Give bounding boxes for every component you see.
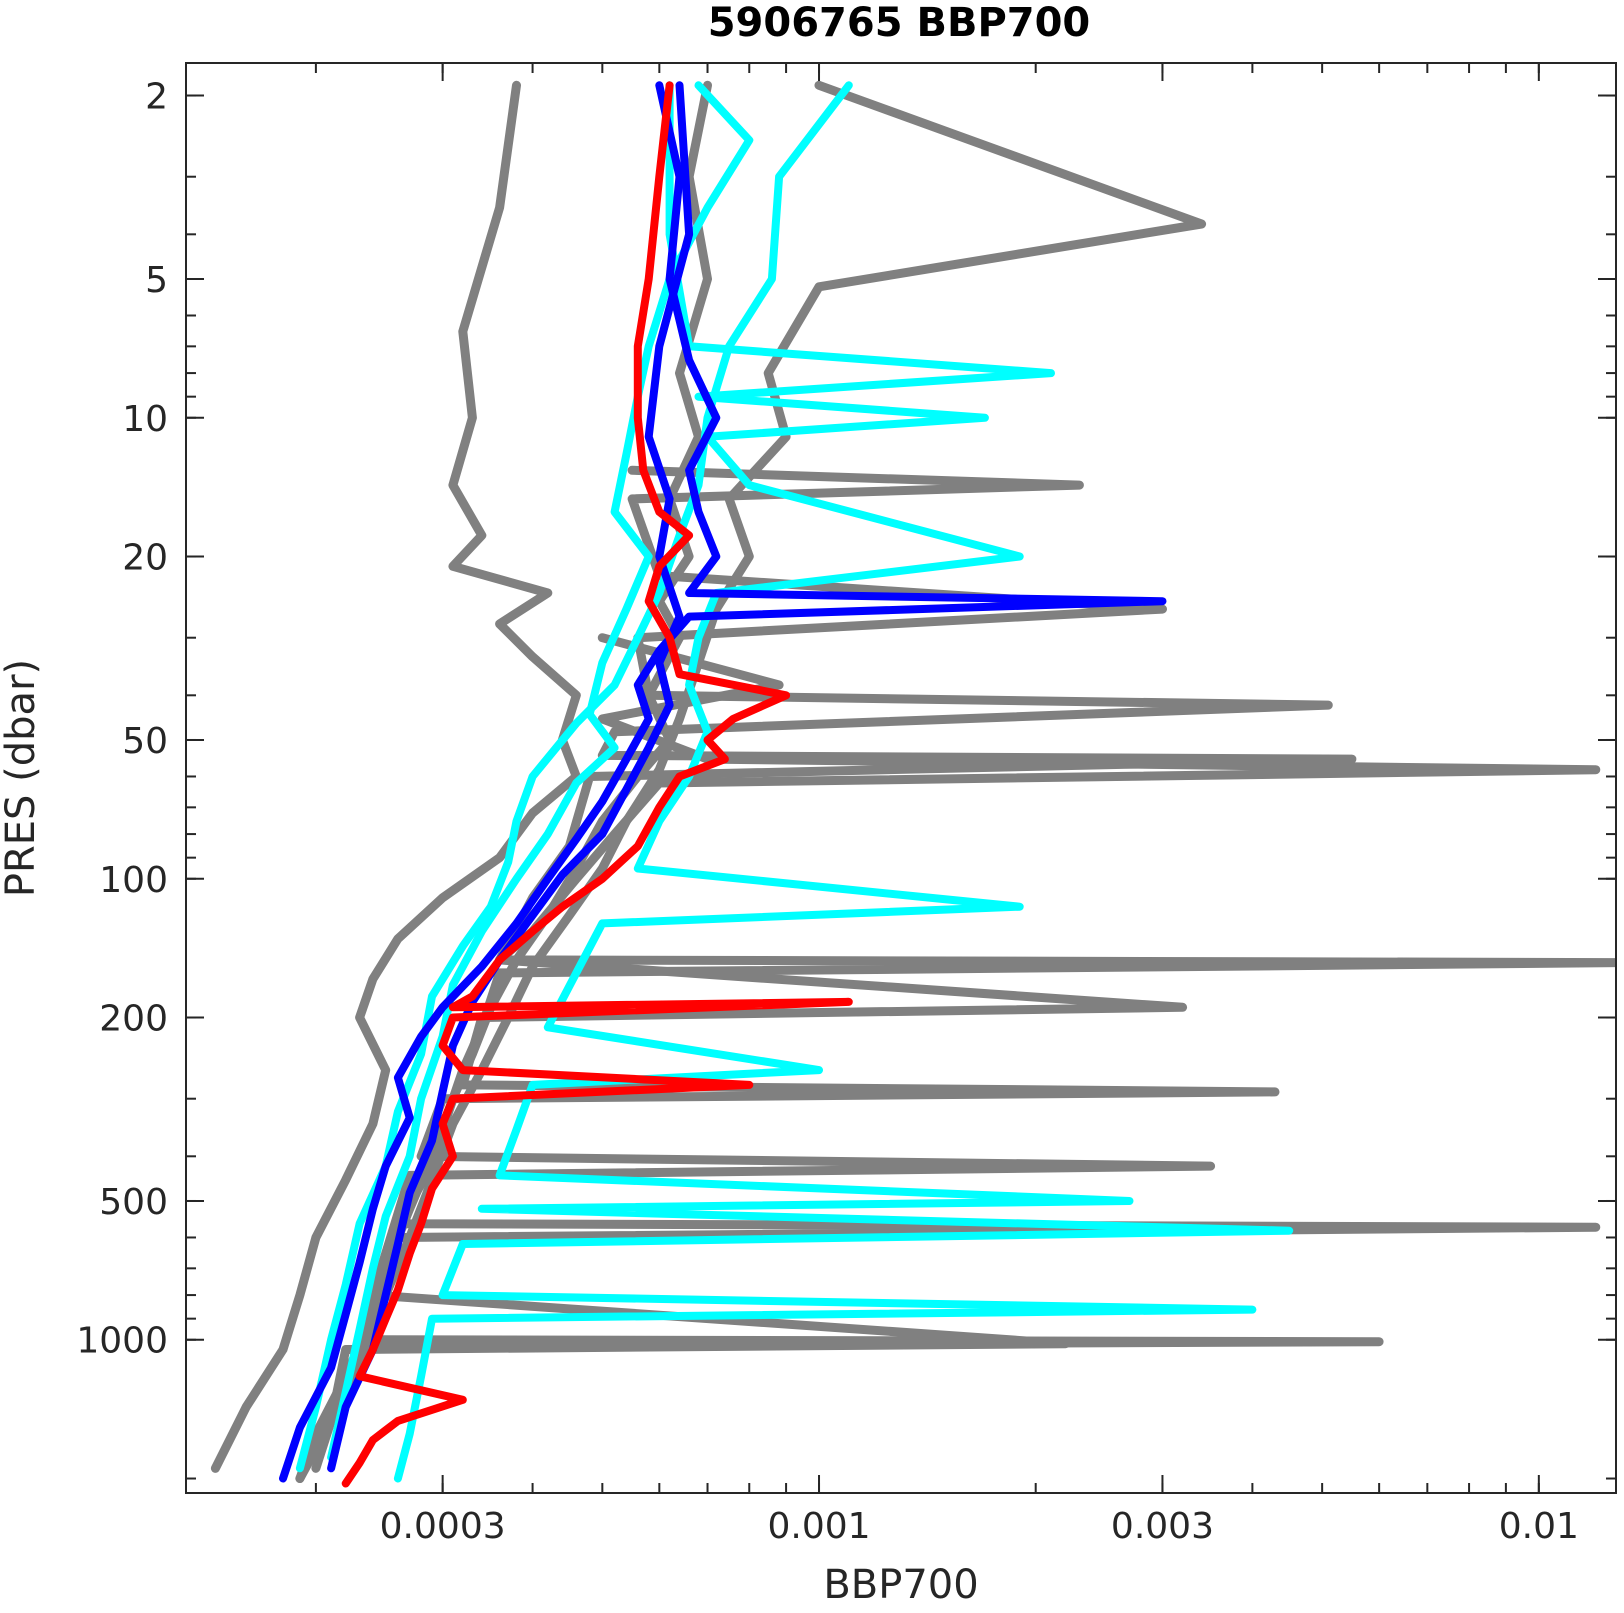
series-line-8 [295, 81, 853, 1473]
y-tick-label: 50 [122, 721, 168, 762]
y-tick-label: 10 [122, 399, 168, 440]
x-axis: 0.0003 0.001 0.003 0.01 [314, 63, 1579, 1547]
series-line-10 [327, 81, 694, 1473]
x-tick-label: 0.003 [1111, 1506, 1214, 1547]
y-axis-label: PRES (dbar) [0, 659, 44, 897]
series-line-3 [295, 80, 1207, 1483]
y-tick-label: 5 [145, 260, 168, 301]
x-tick-label: 0.01 [1499, 1506, 1579, 1547]
y-tick-label: 2 [145, 77, 168, 118]
y-tick-label: 100 [99, 860, 168, 901]
y-axis: 2 5 10 20 50 100 200 500 1000 [76, 77, 1616, 1480]
x-tick-label: 0.0003 [380, 1506, 506, 1547]
y-tick-label: 1000 [76, 1321, 168, 1362]
series-line-6 [327, 81, 754, 1462]
series-line-1 [210, 80, 581, 1473]
y-tick-label: 200 [99, 999, 168, 1040]
y-tick-label: 20 [122, 538, 168, 579]
y-tick-label: 500 [99, 1182, 168, 1223]
x-tick-label: 0.001 [767, 1506, 870, 1547]
series-line-11 [341, 81, 853, 1488]
chart-title: 5906765 BBP700 [708, 0, 1091, 46]
plot-area [210, 80, 1616, 1488]
series-line-7 [393, 81, 1294, 1483]
axes-frame [185, 62, 1617, 1494]
series-layer [210, 80, 1616, 1488]
series-line-9 [279, 81, 1167, 1483]
x-axis-label: BBP700 [823, 1562, 978, 1608]
